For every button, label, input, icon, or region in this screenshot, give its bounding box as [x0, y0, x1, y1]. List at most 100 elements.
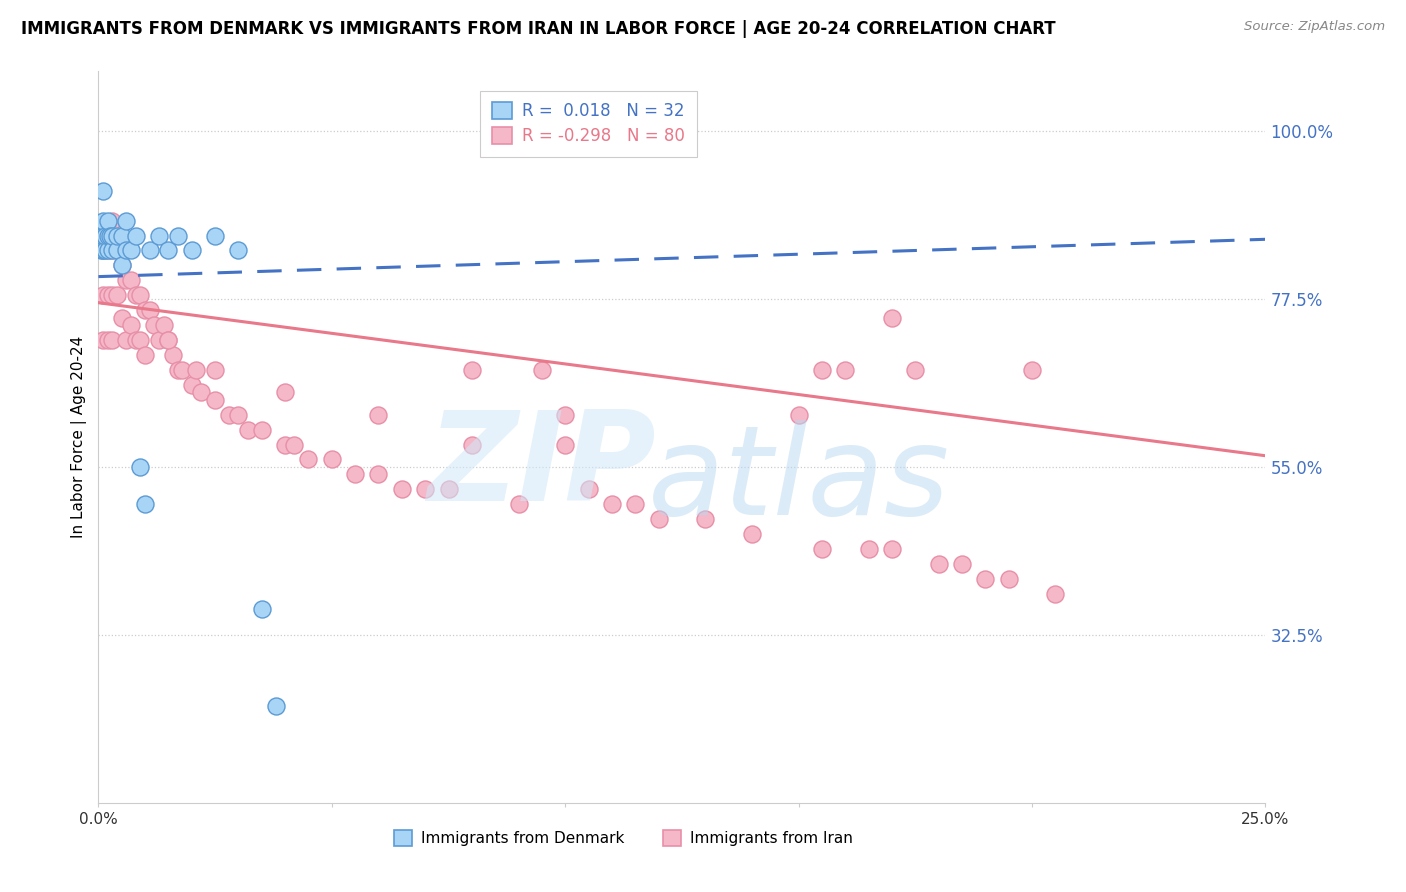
Point — [111, 228, 134, 243]
Point — [125, 333, 148, 347]
Point — [91, 333, 114, 347]
Text: atlas: atlas — [648, 420, 949, 541]
Point — [811, 363, 834, 377]
Point — [101, 213, 124, 227]
Point — [600, 497, 623, 511]
Point — [787, 408, 810, 422]
Point — [1045, 587, 1067, 601]
Point — [139, 244, 162, 258]
Point — [880, 310, 903, 325]
Point — [157, 244, 180, 258]
Point — [111, 259, 134, 273]
Point — [554, 408, 576, 422]
Point — [283, 437, 305, 451]
Point — [129, 333, 152, 347]
Point — [105, 244, 128, 258]
Point — [367, 408, 389, 422]
Point — [218, 408, 240, 422]
Point — [105, 244, 128, 258]
Point — [1021, 363, 1043, 377]
Point — [190, 385, 212, 400]
Point — [508, 497, 530, 511]
Point — [461, 363, 484, 377]
Point — [204, 228, 226, 243]
Point — [111, 235, 134, 250]
Point — [105, 228, 128, 243]
Point — [228, 244, 250, 258]
Point — [125, 228, 148, 243]
Point — [180, 244, 202, 258]
Point — [139, 303, 162, 318]
Point — [624, 497, 647, 511]
Legend: Immigrants from Denmark, Immigrants from Iran: Immigrants from Denmark, Immigrants from… — [387, 822, 860, 854]
Point — [228, 408, 250, 422]
Point — [741, 527, 763, 541]
Point — [834, 363, 856, 377]
Point — [236, 423, 259, 437]
Point — [115, 213, 138, 227]
Point — [98, 228, 121, 243]
Point — [97, 213, 120, 227]
Point — [204, 392, 226, 407]
Point — [94, 244, 117, 258]
Y-axis label: In Labor Force | Age 20-24: In Labor Force | Age 20-24 — [72, 336, 87, 538]
Point — [950, 557, 973, 571]
Point — [186, 363, 208, 377]
Point — [97, 228, 120, 243]
Point — [115, 244, 138, 258]
Point — [101, 228, 124, 243]
Point — [120, 273, 142, 287]
Point — [91, 244, 114, 258]
Point — [91, 213, 114, 227]
Point — [974, 572, 997, 586]
Point — [530, 363, 553, 377]
Point — [157, 333, 180, 347]
Point — [90, 244, 112, 258]
Point — [148, 228, 170, 243]
Point — [997, 572, 1019, 586]
Point — [148, 333, 170, 347]
Point — [461, 437, 484, 451]
Text: Source: ZipAtlas.com: Source: ZipAtlas.com — [1244, 20, 1385, 33]
Point — [166, 363, 188, 377]
Point — [274, 385, 297, 400]
Point — [125, 288, 148, 302]
Point — [695, 512, 717, 526]
Point — [134, 303, 156, 318]
Point — [172, 363, 194, 377]
Point — [578, 483, 600, 497]
Point — [91, 228, 114, 243]
Point — [129, 459, 152, 474]
Point — [134, 348, 156, 362]
Point — [111, 259, 134, 273]
Point — [880, 542, 903, 557]
Point — [554, 437, 576, 451]
Point — [367, 467, 389, 482]
Point — [250, 601, 273, 615]
Point — [101, 333, 124, 347]
Point — [180, 377, 202, 392]
Point — [811, 542, 834, 557]
Point — [91, 184, 114, 198]
Point — [97, 288, 120, 302]
Point — [250, 423, 273, 437]
Point — [143, 318, 166, 332]
Point — [162, 348, 184, 362]
Point — [166, 228, 188, 243]
Point — [904, 363, 927, 377]
Point — [647, 512, 669, 526]
Point — [101, 288, 124, 302]
Point — [297, 452, 319, 467]
Point — [413, 483, 436, 497]
Point — [391, 483, 413, 497]
Point — [91, 288, 114, 302]
Point — [344, 467, 367, 482]
Point — [91, 244, 114, 258]
Point — [111, 310, 134, 325]
Point — [928, 557, 950, 571]
Point — [129, 288, 152, 302]
Point — [134, 497, 156, 511]
Point — [115, 333, 138, 347]
Point — [97, 333, 120, 347]
Point — [97, 244, 120, 258]
